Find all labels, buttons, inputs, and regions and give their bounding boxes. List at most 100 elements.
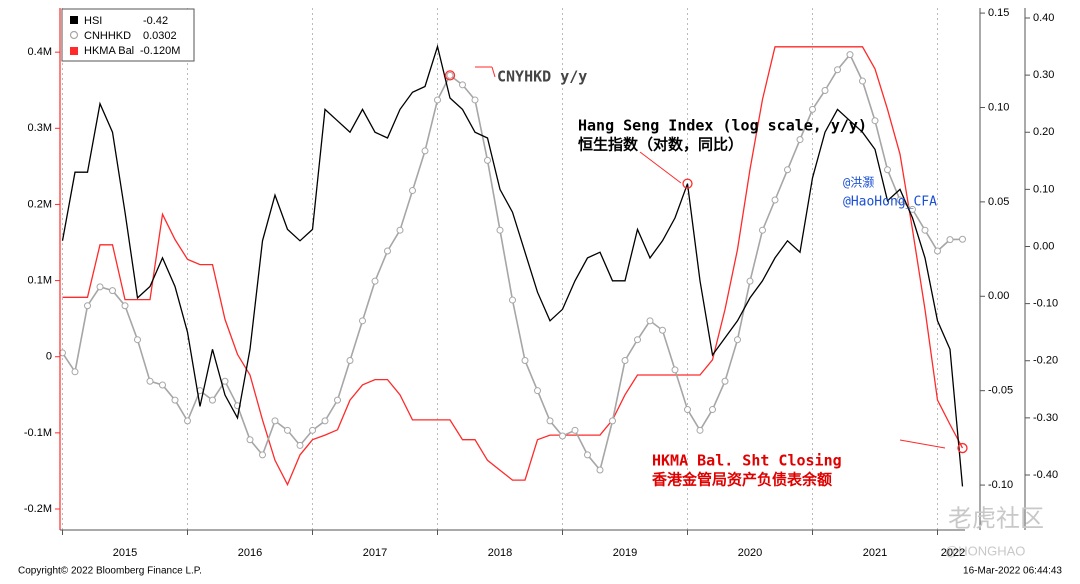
legend-label: HSI bbox=[84, 15, 102, 27]
series-marker bbox=[871, 117, 879, 125]
series-marker bbox=[184, 417, 191, 425]
plot bbox=[59, 44, 968, 487]
series-line bbox=[62, 46, 964, 487]
x-tick-label: 2021 bbox=[863, 547, 887, 559]
y3-tick-label: -0.20 bbox=[1033, 355, 1058, 367]
legend-label: CNHHKD bbox=[84, 30, 131, 42]
series-marker bbox=[221, 377, 229, 385]
legend-value: 0.0302 bbox=[143, 30, 177, 42]
series-marker bbox=[809, 105, 816, 113]
series-marker bbox=[921, 226, 929, 234]
series-marker bbox=[709, 406, 716, 414]
x-tick-label: 2020 bbox=[738, 547, 762, 559]
series-marker bbox=[371, 277, 379, 285]
series-marker bbox=[596, 466, 604, 474]
grid bbox=[62, 8, 938, 530]
x-tick-label: 2019 bbox=[613, 547, 637, 559]
y2-tick-label: 0.15 bbox=[988, 7, 1009, 19]
callout-line bbox=[899, 439, 946, 449]
y3-tick-label: 0.20 bbox=[1033, 126, 1054, 138]
y2-tick-label: -0.05 bbox=[988, 385, 1013, 397]
series-marker bbox=[209, 396, 216, 404]
legend-value: -0.120M bbox=[140, 45, 180, 57]
series-marker bbox=[909, 205, 916, 213]
y3-tick-label: 0.30 bbox=[1033, 69, 1054, 81]
y-tick-label: 0.4M bbox=[28, 46, 52, 58]
legend-swatch bbox=[70, 16, 78, 24]
y3-tick-label: -0.30 bbox=[1033, 412, 1058, 424]
y-tick-label: -0.1M bbox=[24, 427, 52, 439]
series-marker bbox=[396, 226, 404, 234]
series-marker bbox=[109, 287, 116, 295]
series-marker bbox=[609, 417, 616, 425]
y-tick-label: 0.3M bbox=[28, 122, 52, 134]
series-marker bbox=[71, 368, 79, 376]
series-marker bbox=[571, 426, 579, 434]
series-marker bbox=[409, 187, 416, 195]
series-marker bbox=[646, 317, 654, 325]
series-marker bbox=[271, 417, 279, 425]
series-marker bbox=[321, 417, 329, 425]
series-marker bbox=[446, 71, 454, 79]
series-marker bbox=[534, 387, 541, 395]
series-marker bbox=[784, 166, 791, 174]
y-tick-label: 0.1M bbox=[28, 274, 52, 286]
annotation: Hang Seng Index (log scale, y/y) bbox=[578, 117, 867, 135]
x-tick-label: 2017 bbox=[363, 547, 387, 559]
copyright: Copyright© 2022 Bloomberg Finance L.P. bbox=[18, 566, 202, 577]
series-marker bbox=[346, 356, 354, 364]
legend-label: HKMA Bal bbox=[84, 45, 134, 57]
x-tick-label: 2022 bbox=[941, 547, 965, 559]
series-marker bbox=[846, 51, 854, 59]
series-line bbox=[61, 44, 964, 487]
legend: HSI CNHHKD HKMA Bal -0.42 0.0302 -0.120M bbox=[61, 8, 195, 62]
series-marker bbox=[734, 336, 741, 344]
series-marker bbox=[896, 196, 904, 204]
series-marker bbox=[96, 283, 104, 291]
series-marker bbox=[959, 235, 966, 243]
series-marker bbox=[509, 296, 516, 304]
series-marker bbox=[934, 247, 941, 255]
series-marker bbox=[384, 247, 391, 255]
y-tick-label: 0 bbox=[46, 351, 52, 363]
series-marker bbox=[521, 356, 529, 364]
series-marker bbox=[359, 317, 366, 325]
series-marker bbox=[946, 236, 954, 244]
series-marker bbox=[134, 336, 141, 344]
watermark: @HONGHAO bbox=[945, 543, 1025, 558]
y2-tick-label: -0.10 bbox=[988, 479, 1013, 491]
series-marker bbox=[659, 326, 666, 334]
series-marker bbox=[334, 396, 341, 404]
series-marker bbox=[584, 451, 591, 459]
x-tick-label: 2018 bbox=[488, 547, 512, 559]
highlight-marker bbox=[682, 178, 693, 189]
annotation: CNYHKD y/y bbox=[497, 68, 587, 86]
series-marker bbox=[471, 96, 479, 104]
series-marker bbox=[171, 396, 179, 404]
series-marker bbox=[459, 81, 466, 89]
annotation: @洪灏 bbox=[843, 175, 874, 190]
annotation: HKMA Bal. Sht Closing bbox=[652, 452, 842, 470]
series-marker bbox=[484, 156, 491, 164]
series-marker bbox=[159, 381, 166, 389]
annotation: 恒生指数（对数，同比） bbox=[578, 136, 743, 154]
y3-tick-label: 0.00 bbox=[1033, 240, 1054, 252]
y-tick-label: -0.2M bbox=[24, 503, 52, 515]
series-marker bbox=[309, 426, 316, 434]
callout-line bbox=[639, 151, 682, 184]
series-marker bbox=[696, 426, 704, 434]
y3-tick-label: -0.10 bbox=[1033, 298, 1058, 310]
series-marker bbox=[259, 451, 266, 459]
series-marker bbox=[759, 226, 766, 234]
callout-line bbox=[491, 66, 496, 78]
series-marker bbox=[121, 302, 129, 310]
series-marker bbox=[834, 66, 841, 74]
series-marker bbox=[246, 436, 254, 444]
series-marker bbox=[296, 441, 304, 449]
series-marker bbox=[684, 406, 691, 414]
legend-swatch bbox=[70, 47, 78, 55]
series-marker bbox=[721, 377, 729, 385]
highlight-marker bbox=[444, 70, 456, 81]
